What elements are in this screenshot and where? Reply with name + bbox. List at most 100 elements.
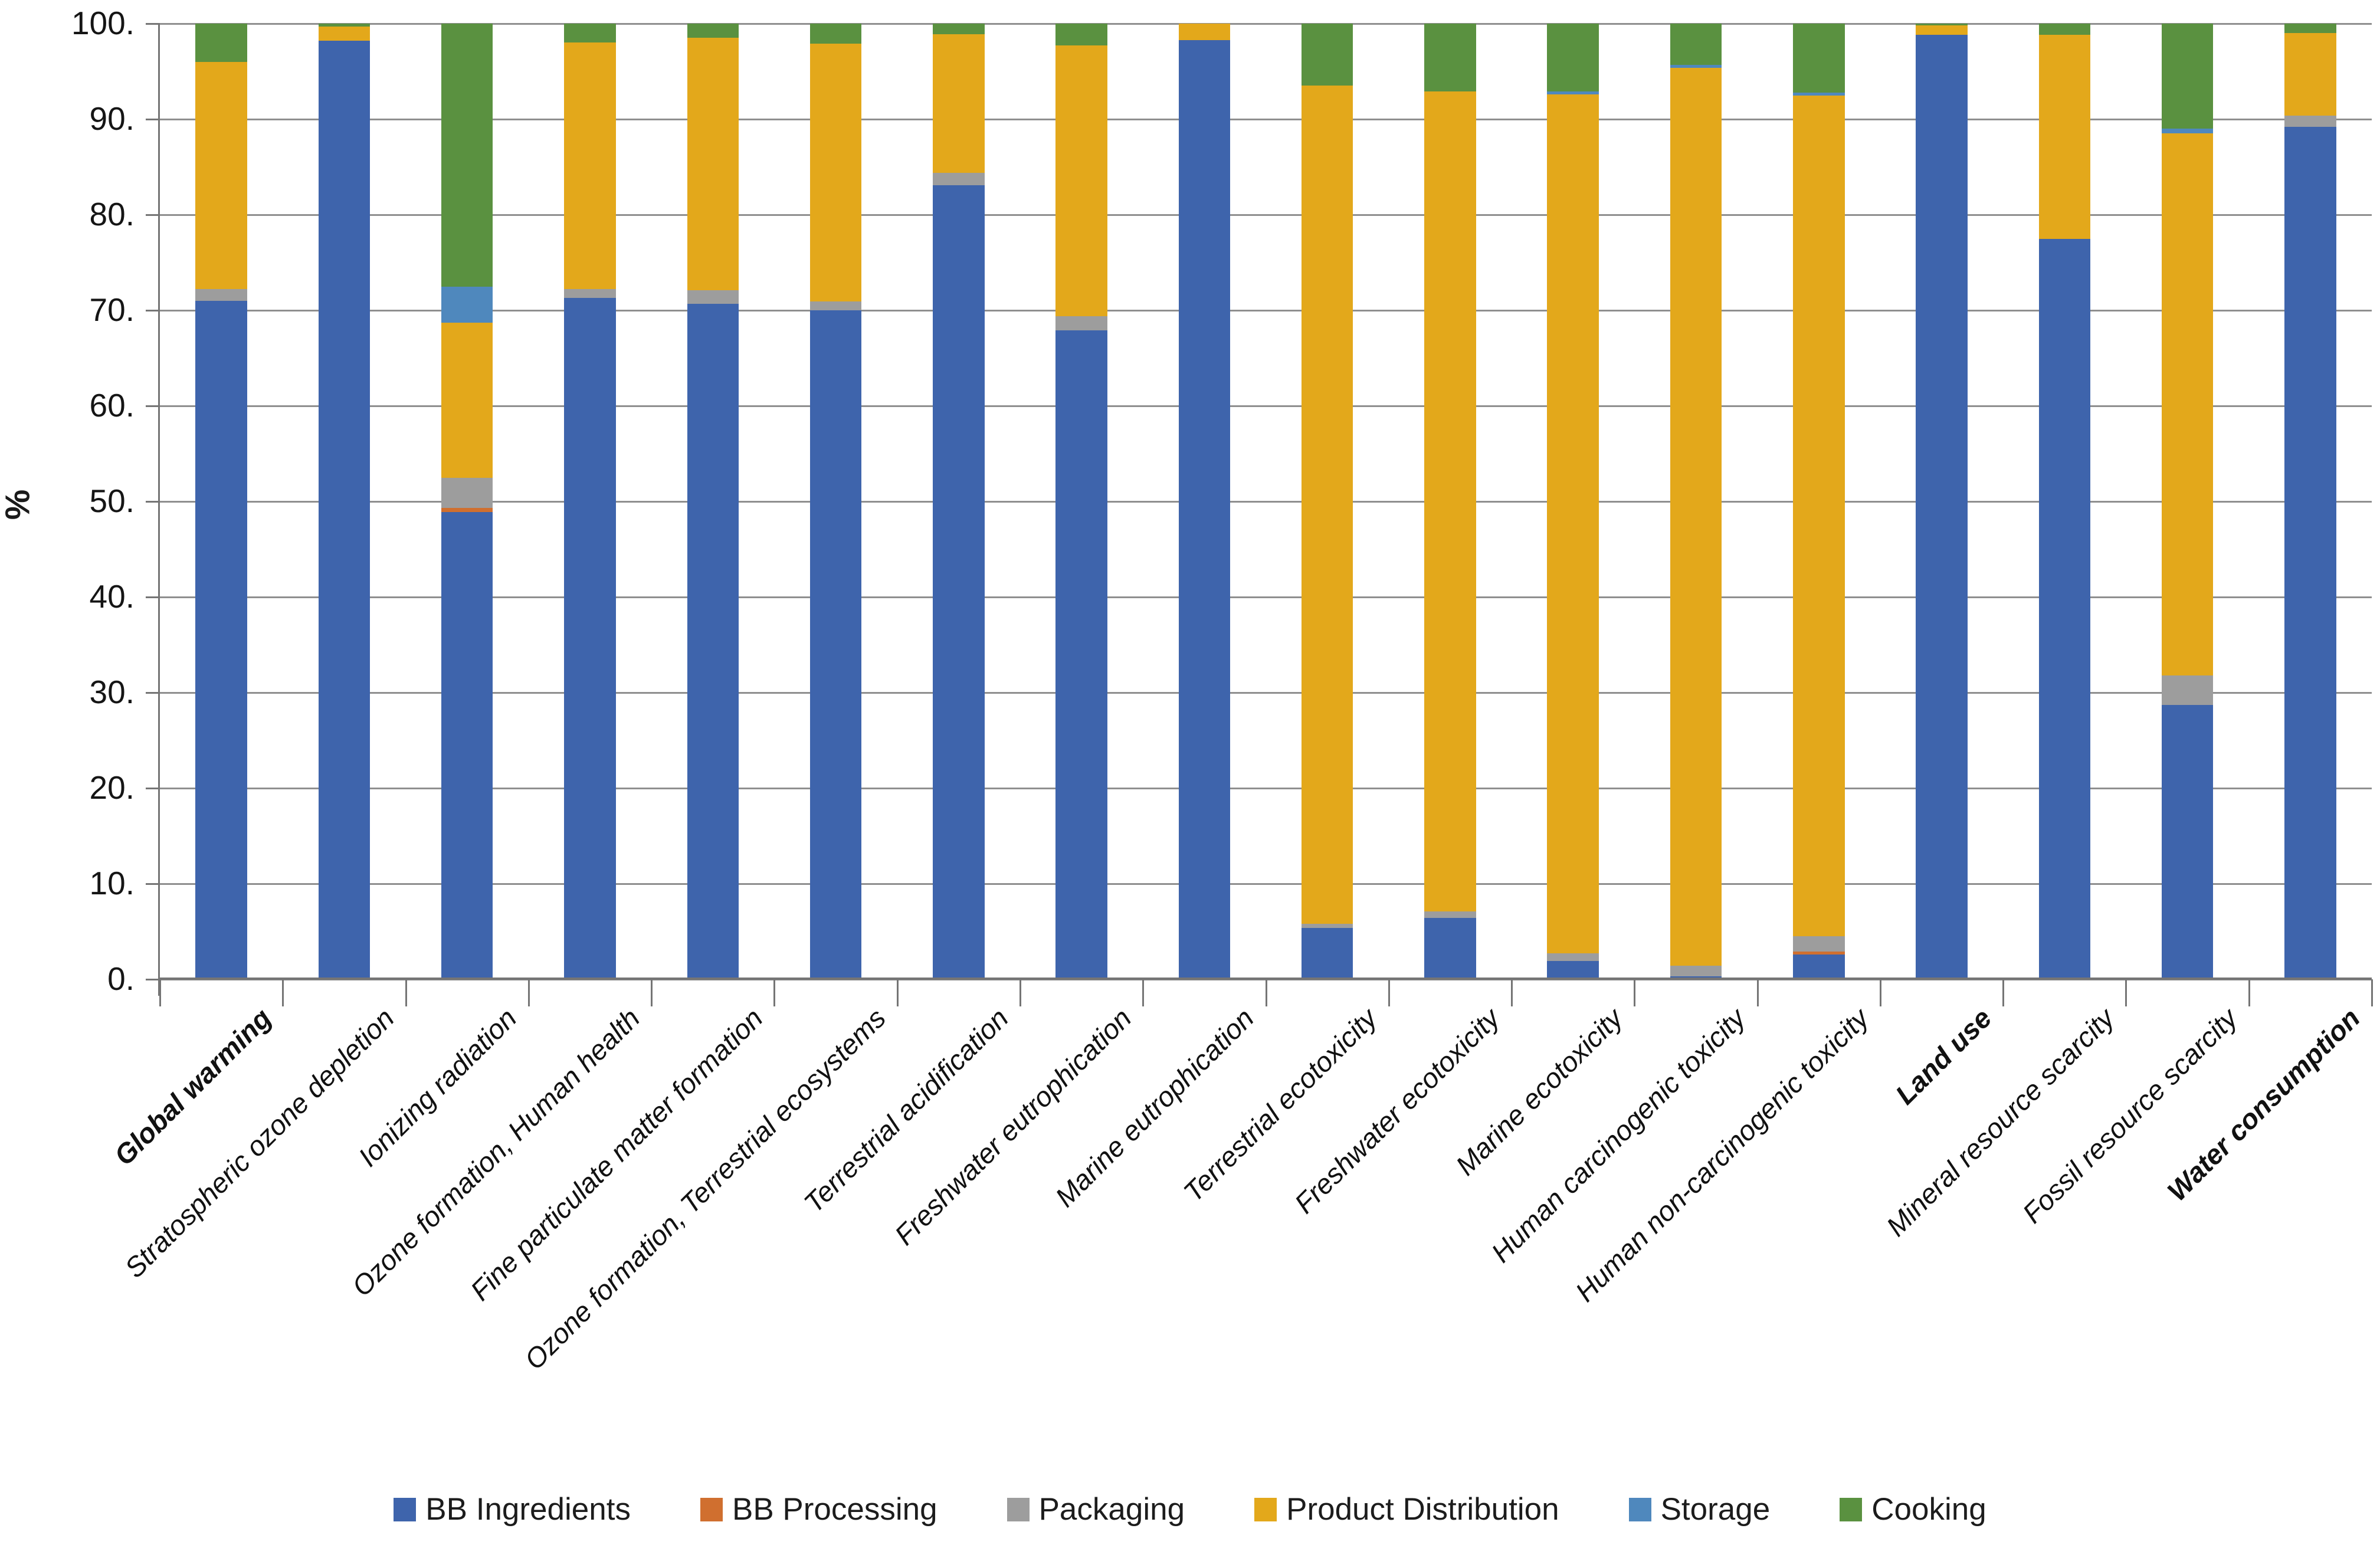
- legend-swatch-icon: [1007, 1497, 1030, 1521]
- bar-segment: [809, 24, 862, 44]
- bar-segment: [1301, 924, 1353, 928]
- x-tick-mark: [2248, 979, 2250, 1006]
- bar-segment: [1793, 936, 1845, 952]
- stacked-bar: [2038, 24, 2091, 979]
- x-tick-mark: [896, 979, 899, 1006]
- legend-label: Storage: [1660, 1492, 1771, 1527]
- x-tick-mark: [159, 979, 161, 1006]
- y-tick-mark-80: [146, 214, 160, 216]
- y-tick-label-100: 100.: [71, 5, 135, 41]
- legend: BB Ingredients BB Processing Packaging Prod…: [0, 1491, 2380, 1527]
- stacked-bar: [1178, 24, 1231, 979]
- bar-segment: [441, 511, 493, 979]
- x-category-label: Fossil resource scarcity: [2016, 1002, 2243, 1229]
- bar-segment: [933, 34, 985, 173]
- bar-segment: [195, 61, 247, 290]
- legend-swatch-icon: [394, 1497, 417, 1521]
- legend-label: BB Processing: [732, 1492, 937, 1527]
- category-slot: [160, 24, 283, 979]
- bar-segment: [1178, 40, 1231, 979]
- bar-segment: [1301, 86, 1353, 924]
- x-tick-mark: [1879, 979, 1881, 1006]
- bar-segment: [1424, 24, 1476, 92]
- bar-segment: [1301, 24, 1353, 86]
- legend-swatch-icon: [1254, 1497, 1277, 1521]
- y-tick-label-80: 80.: [89, 196, 135, 232]
- bar-segment: [933, 185, 985, 979]
- bar-segment: [1547, 94, 1599, 954]
- bar-segment: [1916, 24, 1968, 26]
- gridline-70: [160, 310, 2372, 311]
- y-tick-mark-20: [146, 788, 160, 789]
- bar-segment: [933, 24, 985, 34]
- bar-segment: [1547, 961, 1599, 979]
- bar-segment: [2161, 675, 2214, 706]
- gridline-10: [160, 883, 2372, 885]
- category-slot: [1143, 24, 1266, 979]
- y-tick-mark-30: [146, 692, 160, 694]
- bar-segment: [2038, 238, 2091, 979]
- bar-segment: [1547, 953, 1599, 962]
- bar-segment: [809, 44, 862, 302]
- bar-segment: [441, 508, 493, 512]
- y-tick-mark-90: [146, 119, 160, 120]
- x-tick-mark: [1265, 979, 1267, 1006]
- x-tick-mark: [1511, 979, 1513, 1006]
- bar-segment: [2161, 133, 2214, 675]
- legend-item: Product Distribution: [1254, 1491, 1559, 1527]
- stacked-bar: [564, 24, 616, 979]
- bar-segment: [1670, 966, 1722, 977]
- y-tick-mark-60: [146, 405, 160, 407]
- x-tick-mark: [2002, 979, 2005, 1006]
- category-slot: [1512, 24, 1634, 979]
- category-slot: [2249, 24, 2372, 979]
- bar-segment: [687, 290, 739, 304]
- y-tick-label-10: 10.: [89, 865, 135, 901]
- bar-segment: [1055, 330, 1107, 979]
- legend-swatch-icon: [1840, 1497, 1863, 1521]
- bar-segment: [195, 289, 247, 301]
- x-tick-mark: [1019, 979, 1021, 1006]
- bar-segment: [1424, 91, 1476, 911]
- bar-segment: [441, 24, 493, 287]
- stacked-bar: [1424, 24, 1476, 979]
- stacked-bar: [809, 24, 862, 979]
- bar-segment: [809, 301, 862, 310]
- category-slot: [1389, 24, 1512, 979]
- bar-segment: [564, 42, 616, 290]
- x-tick-mark: [282, 979, 284, 1006]
- bar-segment: [564, 24, 616, 43]
- bar-segment: [2284, 24, 2336, 34]
- legend-swatch-icon: [1628, 1497, 1651, 1521]
- y-tick-label-0: 0.: [107, 960, 135, 997]
- stacked-bar: [933, 24, 985, 979]
- x-tick-mark: [1388, 979, 1390, 1006]
- y-tick-label-90: 90.: [89, 100, 135, 137]
- bar-segment: [1547, 91, 1599, 94]
- y-tick-mark-40: [146, 596, 160, 598]
- category-slot: [897, 24, 1020, 979]
- gridline-100: [160, 23, 2372, 25]
- x-category-label: Freshwater eutrophication: [888, 1002, 1137, 1251]
- y-tick-mark-50: [146, 501, 160, 503]
- bar-segment: [1055, 24, 1107, 46]
- bar-segment: [2284, 115, 2336, 127]
- stacked-bar: [1670, 24, 1722, 979]
- plot-area: [160, 23, 2372, 980]
- bar-segment: [1916, 25, 1968, 35]
- stacked-bar: [1547, 24, 1599, 979]
- stacked-bar: [195, 24, 247, 979]
- stacked-bar: [1301, 24, 1353, 979]
- y-tick-mark-70: [146, 310, 160, 311]
- gridline-50: [160, 501, 2372, 503]
- legend-label: Cooking: [1871, 1492, 1986, 1527]
- category-slot: [774, 24, 897, 979]
- category-slot: [1266, 24, 1389, 979]
- legend-item: BB Processing: [700, 1491, 937, 1527]
- x-category-label: Marine eutrophication: [1049, 1002, 1260, 1213]
- legend-label: BB Ingredients: [425, 1492, 631, 1527]
- bar-segment: [1547, 24, 1599, 92]
- bar-segment: [441, 323, 493, 478]
- stacked-bar: [1916, 24, 1968, 979]
- bar-segment: [1055, 45, 1107, 316]
